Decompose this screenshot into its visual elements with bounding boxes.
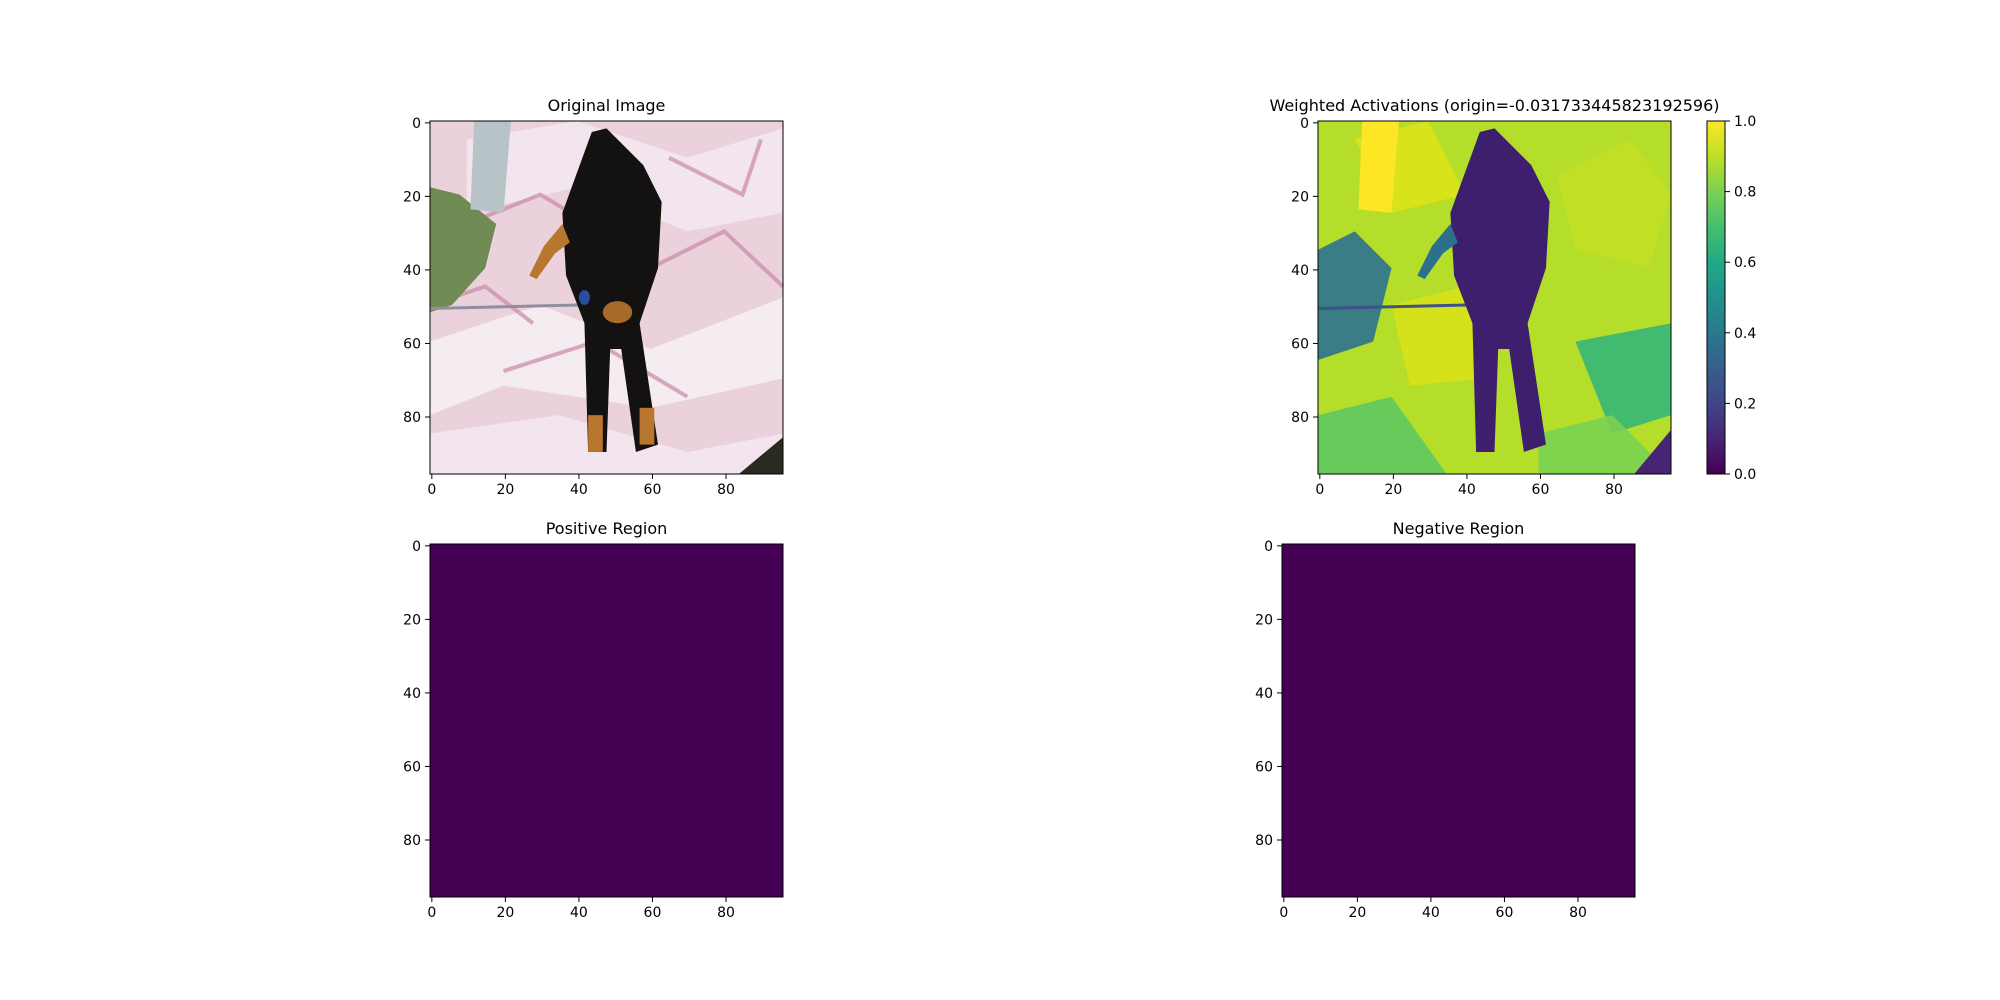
colorbar-tick-label: 0.2 [1734,396,1756,412]
x-tick-label: 20 [496,482,514,498]
y-tick-label: 40 [1255,686,1273,702]
colorbar-tick-label: 0.8 [1734,185,1756,201]
subplot-title: Negative Region [1393,519,1525,538]
activation-dog [1450,128,1550,452]
y-tick-label: 40 [1291,263,1309,279]
x-tick-label: 40 [570,482,588,498]
y-tick-label: 20 [403,612,421,628]
subplot-title: Original Image [548,96,666,115]
y-tick-label: 60 [403,336,421,352]
x-tick-label: 60 [1496,905,1514,921]
x-tick-label: 40 [1458,482,1476,498]
subplot-2: Weighted Activations (origin=-0.03173344… [1269,96,1756,498]
y-tick-label: 0 [412,539,421,555]
y-tick-label: 0 [412,116,421,132]
activation-dark-corner [1634,429,1671,474]
heatmap-image [430,544,783,897]
y-tick-label: 0 [1264,539,1273,555]
colorbar-tick-label: 0.0 [1734,467,1756,483]
x-tick-label: 60 [644,482,662,498]
y-tick-label: 20 [1291,189,1309,205]
axes-frame [429,543,784,898]
y-tick-label: 40 [403,686,421,702]
subplot-3: Positive Region 0 20 40 60 80 0 20 40 60 80 [403,519,784,921]
x-tick-label: 0 [1279,905,1288,921]
fabric-crease [649,228,785,288]
axes-frame [1317,120,1672,475]
y-tick-label: 20 [403,189,421,205]
activation-dog-leg [1417,223,1458,280]
paper-object [470,121,511,213]
axes-frame [429,120,784,475]
x-tick-label: 80 [1605,482,1623,498]
axes-frame [1281,543,1636,898]
subplot-1: Original Image 0 20 40 60 80 0 20 40 60 80 [403,96,785,498]
plant-patch [430,187,497,313]
x-tick-label: 20 [1384,482,1402,498]
heatmap-image [429,121,785,474]
dark-corner [738,437,783,474]
colorbar: 0.0 0.2 0.4 0.6 0.8 1.0 [1706,114,1756,483]
activation-patch [1575,323,1671,434]
subplot-title: Positive Region [546,519,668,538]
dog-tan-paw [588,415,603,452]
dog-body [562,128,662,452]
x-tick-label: 80 [1569,905,1587,921]
dog-tan-paw [639,407,655,445]
subplot-4: Negative Region 0 20 40 60 80 0 20 40 60 80 [1255,519,1636,921]
activation-patch [1557,139,1671,269]
y-tick-label: 60 [1291,336,1309,352]
activation-leash [1317,303,1473,311]
x-tick-label: 80 [717,905,735,921]
y-tick-label: 0 [1300,116,1309,132]
x-tick-label: 20 [1348,905,1366,921]
x-tick-label: 20 [496,905,514,921]
fabric-crease [668,138,763,198]
x-tick-label: 40 [570,905,588,921]
dog-collar [578,290,590,305]
x-tick-label: 80 [717,482,735,498]
colorbar-gradient [1706,120,1726,475]
activation-patch [1538,415,1671,474]
x-tick-label: 0 [1315,482,1324,498]
y-tick-label: 80 [1291,410,1309,426]
y-tick-label: 80 [403,410,421,426]
colorbar-tick-label: 1.0 [1734,114,1756,130]
activation-patch [1391,286,1484,386]
leash [429,303,585,311]
heatmap-image [1317,121,1671,474]
dog-tan-leg [529,223,570,280]
subplot-title: Weighted Activations (origin=-0.03173344… [1269,96,1719,115]
heatmap-image [1282,544,1635,897]
y-tick-label: 40 [403,263,421,279]
x-tick-label: 40 [1422,905,1440,921]
y-tick-label: 80 [403,833,421,849]
x-tick-label: 0 [427,905,436,921]
activation-bright-object [1358,121,1399,213]
activation-patch [1318,231,1392,361]
y-tick-label: 80 [1255,833,1273,849]
y-tick-label: 60 [1255,759,1273,775]
colorbar-tick-label: 0.4 [1734,326,1756,342]
x-tick-label: 60 [644,905,662,921]
colorbar-tick-label: 0.6 [1734,255,1756,271]
y-tick-label: 60 [403,759,421,775]
dog-muzzle [602,301,633,324]
y-tick-label: 20 [1255,612,1273,628]
x-tick-label: 60 [1532,482,1550,498]
activation-patch [1318,396,1447,474]
x-tick-label: 0 [427,482,436,498]
